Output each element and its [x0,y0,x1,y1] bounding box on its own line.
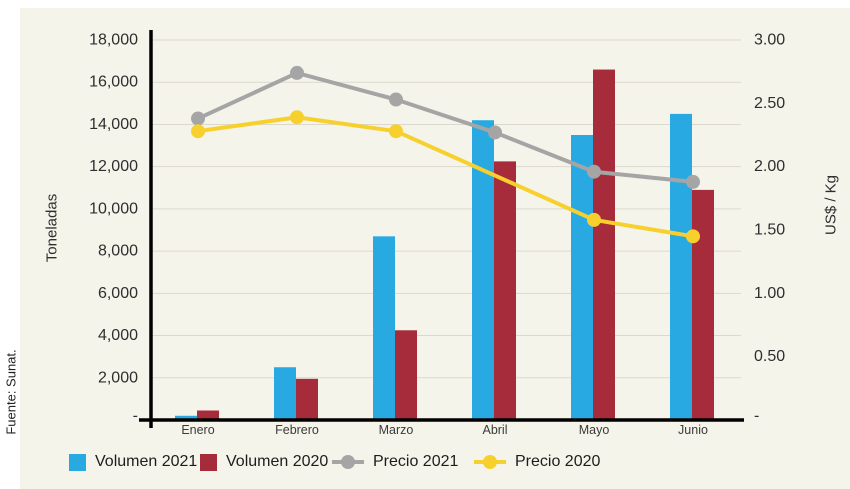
bar-volumen-2020-junio [692,189,714,420]
x-tick-label-enero: Enero [181,423,214,437]
y-left-tick-label: 12,000 [89,158,138,175]
y-left-tick-label: 8,000 [98,243,138,260]
legend-label: Volumen 2020 [226,453,329,470]
marker-precio-2021 [389,92,403,107]
marker-precio-2020 [191,124,205,139]
legend-swatch-dot [483,455,497,469]
line-precio-2020 [197,115,694,239]
marker-precio-2021 [587,164,601,179]
bar-volumen-2020-mayo [593,69,615,421]
legend-swatch-dot [341,455,355,469]
y-right-tick-label: 1.50 [754,222,785,239]
line-precio-2021 [197,70,694,184]
legend-label: Volumen 2021 [95,453,198,470]
y-right-tick-label: 3.00 [754,32,785,49]
bar-volumen-2021-junio [670,113,692,420]
y-right-tick-label: 1.00 [754,285,785,302]
y-right-tick-label: 2.00 [754,158,785,175]
y-left-tick-label: 16,000 [89,74,138,91]
legend-swatch-square [69,453,86,471]
marker-precio-2021 [191,111,205,126]
x-tick-label-mayo: Mayo [579,423,610,437]
marker-precio-2020 [389,124,403,139]
legend: Volumen 2021 Volumen 2020 Precio 2021 Preci… [0,444,850,484]
left-axis-title: Toneladas [43,193,61,263]
x-tick-label-abril: Abril [482,423,507,437]
marker-precio-2021 [290,65,304,80]
legend-item-precio-2020: Precio 2020 [474,444,600,480]
legend-swatch-square [200,453,217,471]
bar-volumen-2021-abril [472,120,494,420]
bar-volumen-2020-enero [197,410,219,420]
source-note: Fuente: Sunat. [3,349,19,435]
y-right-tick-label: - [754,408,759,425]
bar-volumen-2021-febrero [274,367,296,420]
legend-item-volumen-2020: Volumen 2020 [200,444,328,480]
x-tick-label-febrero: Febrero [275,423,319,437]
y-left-tick-label: 6,000 [98,285,138,302]
marker-precio-2020 [686,229,700,244]
legend-label: Precio 2021 [373,453,459,470]
bar-volumen-2021-marzo [373,236,395,420]
y-left-tick-label: 18,000 [89,32,138,49]
x-tick-label-marzo: Marzo [379,423,414,437]
y-right-tick-label: 0.50 [754,348,785,365]
legend-item-volumen-2021: Volumen 2021 [69,444,197,480]
bar-volumen-2021-enero [175,415,197,420]
y-left-tick-label: - [133,408,138,425]
y-left-tick-label: 4,000 [98,327,138,344]
y-left-tick-label: 10,000 [89,200,138,217]
y-right-tick-label: 2.50 [754,95,785,112]
right-axis-title: US$ / Kg [822,174,840,236]
bar-volumen-2020-marzo [395,330,417,420]
legend-label: Precio 2020 [515,453,601,470]
marker-precio-2020 [290,110,304,125]
marker-precio-2021 [488,125,502,140]
x-tick-label-junio: Junio [678,423,708,437]
bar-volumen-2020-febrero [296,378,318,420]
bar-volumen-2021-mayo [571,135,593,420]
y-left-tick-label: 14,000 [89,116,138,133]
y-left-tick-label: 2,000 [98,369,138,386]
legend-item-precio-2021: Precio 2021 [332,444,458,480]
marker-precio-2020 [587,212,601,227]
legend-swatch-line [474,455,506,469]
bar-volumen-2020-abril [494,161,516,420]
legend-swatch-line [332,455,364,469]
marker-precio-2021 [686,174,700,189]
